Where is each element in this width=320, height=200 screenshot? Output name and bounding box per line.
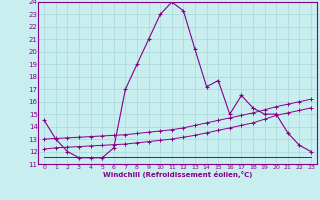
X-axis label: Windchill (Refroidissement éolien,°C): Windchill (Refroidissement éolien,°C) [103, 171, 252, 178]
